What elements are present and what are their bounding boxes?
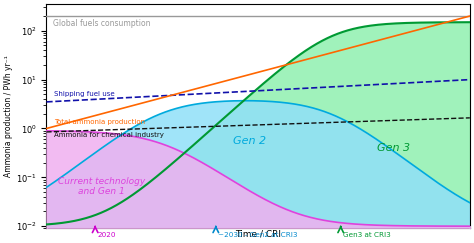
X-axis label: Time / CRI: Time / CRI [235,230,281,239]
Text: Global fuels consumption: Global fuels consumption [53,19,150,28]
Text: Shipping fuel use: Shipping fuel use [54,91,115,97]
Text: Current technology
and Gen 1: Current technology and Gen 1 [58,177,145,196]
Y-axis label: Ammonia production / PWh yr⁻¹: Ammonia production / PWh yr⁻¹ [4,55,13,177]
Text: Ammonia for chemical industry: Ammonia for chemical industry [54,132,164,138]
Text: Total ammonia production: Total ammonia production [54,119,145,125]
Text: Gen3 at CRI3: Gen3 at CRI3 [343,232,391,238]
Text: Gen 2: Gen 2 [233,136,266,146]
Text: Gen 3: Gen 3 [377,143,410,153]
Text: 2020: 2020 [97,232,116,238]
Text: ~2030 - Gen2 at CRI3: ~2030 - Gen2 at CRI3 [218,232,298,238]
